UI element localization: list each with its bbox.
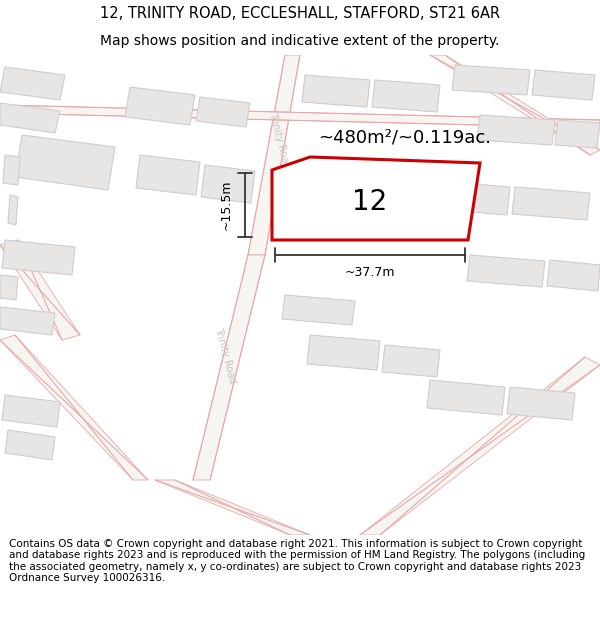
Text: ~480m²/~0.119ac.: ~480m²/~0.119ac.	[318, 129, 491, 147]
Polygon shape	[302, 75, 370, 107]
Polygon shape	[155, 480, 310, 535]
Polygon shape	[0, 275, 18, 300]
Text: Trinity Road: Trinity Road	[267, 111, 291, 169]
Polygon shape	[307, 335, 380, 370]
Polygon shape	[8, 195, 18, 225]
Polygon shape	[382, 345, 440, 377]
Polygon shape	[0, 240, 80, 340]
Polygon shape	[427, 380, 505, 415]
Polygon shape	[360, 357, 600, 535]
Polygon shape	[372, 80, 440, 112]
Polygon shape	[547, 260, 600, 291]
Polygon shape	[5, 430, 55, 460]
Polygon shape	[477, 115, 555, 145]
Polygon shape	[427, 180, 510, 215]
Text: Trinity Road: Trinity Road	[213, 326, 237, 384]
Polygon shape	[2, 395, 60, 427]
Text: Contains OS data © Crown copyright and database right 2021. This information is : Contains OS data © Crown copyright and d…	[9, 539, 585, 583]
Polygon shape	[430, 55, 600, 155]
Polygon shape	[512, 187, 590, 220]
Polygon shape	[125, 87, 195, 125]
Polygon shape	[467, 255, 545, 287]
Polygon shape	[555, 120, 600, 148]
Text: 12, TRINITY ROAD, ECCLESHALL, STAFFORD, ST21 6AR: 12, TRINITY ROAD, ECCLESHALL, STAFFORD, …	[100, 6, 500, 21]
Polygon shape	[532, 70, 595, 100]
Polygon shape	[0, 307, 55, 335]
Polygon shape	[0, 335, 148, 480]
Text: Map shows position and indicative extent of the property.: Map shows position and indicative extent…	[100, 34, 500, 48]
Polygon shape	[2, 240, 75, 275]
Polygon shape	[196, 97, 250, 127]
Polygon shape	[0, 105, 600, 128]
Text: ~15.5m: ~15.5m	[220, 180, 233, 230]
Text: 12: 12	[352, 188, 388, 216]
Polygon shape	[0, 103, 60, 133]
Polygon shape	[136, 155, 200, 195]
Polygon shape	[201, 165, 255, 203]
Polygon shape	[507, 387, 575, 420]
Polygon shape	[15, 135, 115, 190]
Polygon shape	[0, 67, 65, 100]
Polygon shape	[282, 295, 355, 325]
Polygon shape	[272, 157, 480, 240]
Polygon shape	[193, 255, 265, 480]
Text: ~37.7m: ~37.7m	[345, 266, 395, 279]
Polygon shape	[3, 155, 20, 185]
Polygon shape	[452, 65, 530, 95]
Polygon shape	[248, 55, 300, 255]
